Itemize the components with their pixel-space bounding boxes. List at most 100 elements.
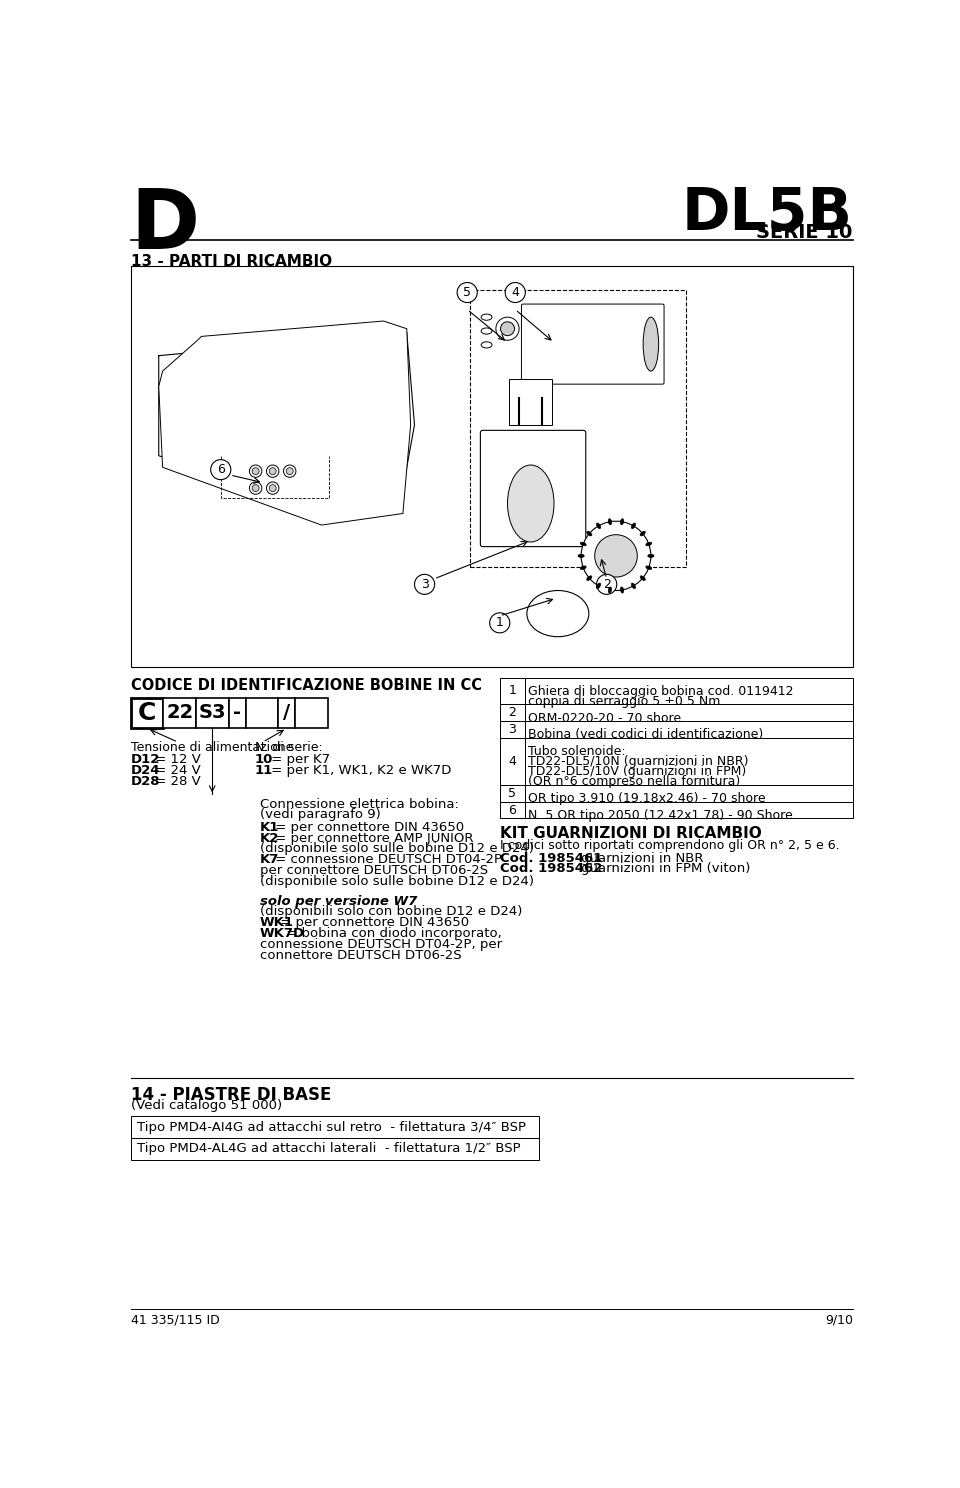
Ellipse shape bbox=[609, 586, 612, 594]
Text: Tubo solenoide:: Tubo solenoide: bbox=[528, 745, 626, 759]
Text: 11: 11 bbox=[254, 763, 273, 777]
Text: Tensione di alimentazione: Tensione di alimentazione bbox=[131, 741, 293, 753]
Text: Connessione elettrica bobina:: Connessione elettrica bobina: bbox=[259, 798, 458, 811]
Bar bbox=[500, 704, 853, 722]
Text: 10: 10 bbox=[254, 753, 274, 766]
Ellipse shape bbox=[646, 542, 652, 546]
Text: N. 5 OR tipo 2050 (12.42x1.78) - 90 Shore: N. 5 OR tipo 2050 (12.42x1.78) - 90 Shor… bbox=[528, 809, 793, 821]
Text: (vedi paragrafo 9): (vedi paragrafo 9) bbox=[259, 808, 380, 821]
Text: (disponibile solo sulle bobine D12 e D24): (disponibile solo sulle bobine D12 e D24… bbox=[259, 875, 534, 888]
Text: = connessione DEUTSCH DT04-2P: = connessione DEUTSCH DT04-2P bbox=[271, 853, 502, 866]
Text: 9/10: 9/10 bbox=[826, 1314, 853, 1326]
Text: OR tipo 3.910 (19.18x2.46) - 70 shore: OR tipo 3.910 (19.18x2.46) - 70 shore bbox=[528, 793, 766, 805]
Polygon shape bbox=[158, 332, 415, 518]
Text: SERIE 10: SERIE 10 bbox=[756, 223, 852, 243]
Text: = 28 V: = 28 V bbox=[151, 775, 201, 787]
Text: Tipo PMD4-AI4G ad attacchi sul retro  - filettatura 3/4″ BSP: Tipo PMD4-AI4G ad attacchi sul retro - f… bbox=[137, 1120, 526, 1134]
Ellipse shape bbox=[500, 321, 515, 336]
Ellipse shape bbox=[620, 586, 624, 594]
Ellipse shape bbox=[283, 464, 296, 478]
Text: = per K7: = per K7 bbox=[267, 753, 330, 766]
Ellipse shape bbox=[508, 464, 554, 542]
Ellipse shape bbox=[267, 482, 278, 494]
FancyBboxPatch shape bbox=[480, 430, 586, 546]
Text: S3: S3 bbox=[199, 704, 226, 723]
Ellipse shape bbox=[581, 521, 651, 591]
Bar bbox=[131, 1138, 539, 1159]
Text: 4: 4 bbox=[508, 754, 516, 768]
Bar bbox=[500, 722, 853, 738]
Text: I codici sotto riportati comprendono gli OR n° 2, 5 e 6.: I codici sotto riportati comprendono gli… bbox=[500, 839, 839, 853]
Ellipse shape bbox=[580, 565, 587, 570]
Text: guarnizioni in NBR: guarnizioni in NBR bbox=[581, 851, 704, 865]
Bar bbox=[131, 698, 163, 728]
Ellipse shape bbox=[269, 467, 276, 475]
Circle shape bbox=[457, 283, 477, 302]
Ellipse shape bbox=[578, 555, 585, 558]
Text: Cod. 1985461: Cod. 1985461 bbox=[500, 851, 602, 865]
Bar bbox=[470, 290, 685, 567]
Text: K7: K7 bbox=[259, 853, 278, 866]
Text: KIT GUARNIZIONI DI RICAMBIO: KIT GUARNIZIONI DI RICAMBIO bbox=[500, 826, 761, 841]
Ellipse shape bbox=[632, 524, 636, 528]
Text: 14 - PIASTRE DI BASE: 14 - PIASTRE DI BASE bbox=[131, 1086, 331, 1104]
Text: connettore DEUTSCH DT06-2S: connettore DEUTSCH DT06-2S bbox=[259, 948, 461, 961]
Ellipse shape bbox=[620, 519, 624, 525]
Text: /: / bbox=[283, 704, 290, 723]
Ellipse shape bbox=[269, 485, 276, 491]
Ellipse shape bbox=[648, 555, 654, 558]
Ellipse shape bbox=[481, 314, 492, 320]
Text: Cod. 1985462: Cod. 1985462 bbox=[500, 863, 602, 875]
Text: coppia di serraggio 5 ±0.5 Nm: coppia di serraggio 5 ±0.5 Nm bbox=[528, 695, 721, 708]
Text: DL5B: DL5B bbox=[682, 185, 852, 241]
Bar bbox=[500, 802, 853, 818]
Text: guarnizioni in FPM (viton): guarnizioni in FPM (viton) bbox=[581, 863, 751, 875]
Text: ORM-0220-20 - 70 shore: ORM-0220-20 - 70 shore bbox=[528, 711, 682, 725]
Text: = per connettore AMP JUNIOR: = per connettore AMP JUNIOR bbox=[271, 832, 473, 845]
Circle shape bbox=[596, 574, 616, 594]
Bar bbox=[228, 698, 246, 728]
Text: D12: D12 bbox=[131, 753, 160, 766]
Bar bbox=[131, 266, 853, 667]
Text: C: C bbox=[138, 701, 156, 725]
Bar bbox=[500, 738, 853, 786]
Ellipse shape bbox=[250, 464, 262, 478]
Text: (disponibili solo con bobine D12 e D24): (disponibili solo con bobine D12 e D24) bbox=[259, 905, 522, 918]
Text: (Vedi catalogo 51 000): (Vedi catalogo 51 000) bbox=[131, 1100, 282, 1113]
Circle shape bbox=[505, 283, 525, 302]
Bar bbox=[500, 786, 853, 802]
Text: solo per versione W7: solo per versione W7 bbox=[259, 894, 417, 908]
Ellipse shape bbox=[252, 485, 259, 491]
Circle shape bbox=[210, 460, 230, 479]
Text: 6: 6 bbox=[508, 804, 516, 817]
Bar bbox=[196, 698, 228, 728]
Text: K2: K2 bbox=[259, 832, 278, 845]
Text: = bobina con diodo incorporato,: = bobina con diodo incorporato, bbox=[282, 927, 501, 940]
Text: 6: 6 bbox=[217, 463, 225, 476]
Bar bbox=[295, 698, 327, 728]
FancyBboxPatch shape bbox=[521, 304, 664, 384]
Text: = per K1, WK1, K2 e WK7D: = per K1, WK1, K2 e WK7D bbox=[267, 763, 451, 777]
Ellipse shape bbox=[640, 531, 645, 536]
Bar bbox=[500, 677, 853, 704]
Text: 3: 3 bbox=[420, 577, 428, 591]
Ellipse shape bbox=[596, 583, 601, 589]
Ellipse shape bbox=[594, 534, 637, 577]
Circle shape bbox=[415, 574, 435, 594]
Text: WK7D: WK7D bbox=[259, 927, 304, 940]
Ellipse shape bbox=[609, 519, 612, 525]
Bar bbox=[278, 698, 295, 728]
Text: D28: D28 bbox=[131, 775, 160, 787]
Ellipse shape bbox=[646, 565, 652, 570]
Text: N. di serie:: N. di serie: bbox=[254, 741, 323, 753]
Circle shape bbox=[490, 613, 510, 632]
Ellipse shape bbox=[596, 524, 601, 528]
Text: 22: 22 bbox=[166, 704, 193, 723]
Text: D24: D24 bbox=[131, 763, 160, 777]
Ellipse shape bbox=[286, 467, 293, 475]
Text: 3: 3 bbox=[508, 723, 516, 735]
Text: K1: K1 bbox=[259, 821, 278, 833]
Text: (OR n°6 compreso nella fornitura): (OR n°6 compreso nella fornitura) bbox=[528, 775, 741, 789]
Text: Tipo PMD4-AL4G ad attacchi laterali  - filettatura 1/2″ BSP: Tipo PMD4-AL4G ad attacchi laterali - fi… bbox=[137, 1143, 520, 1155]
Ellipse shape bbox=[481, 327, 492, 335]
